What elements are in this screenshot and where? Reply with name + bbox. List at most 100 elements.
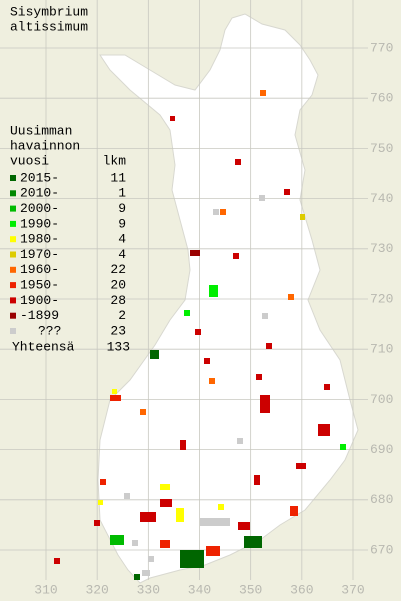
y-tick-label: 720 [370, 291, 393, 306]
marker [318, 424, 330, 436]
y-tick-label: 670 [370, 542, 393, 557]
legend-label: ??? [38, 323, 61, 338]
marker [260, 90, 266, 96]
marker [160, 499, 172, 507]
y-tick-label: 770 [370, 40, 393, 55]
legend-swatch [10, 312, 16, 319]
marker [134, 574, 140, 580]
marker [206, 546, 220, 556]
legend-heading: havainnon [10, 138, 80, 153]
marker [142, 570, 150, 576]
marker [94, 520, 100, 526]
legend-count: 9 [118, 201, 126, 216]
marker [98, 500, 103, 505]
marker [259, 195, 265, 201]
marker [160, 540, 170, 548]
legend-total-count: 133 [107, 340, 130, 355]
marker [340, 444, 346, 450]
marker [256, 374, 262, 380]
marker [110, 535, 124, 545]
marker [124, 493, 130, 499]
x-tick-label: 310 [34, 582, 57, 597]
y-tick-label: 680 [370, 492, 393, 507]
marker [140, 512, 156, 522]
x-tick-label: 360 [290, 582, 313, 597]
x-tick-label: 340 [188, 582, 211, 597]
marker [190, 250, 200, 256]
legend-total-label: Yhteensä [12, 340, 75, 355]
marker [233, 253, 239, 259]
marker [220, 209, 226, 215]
marker [266, 343, 272, 349]
marker [180, 440, 186, 450]
legend-count: 22 [110, 262, 126, 277]
legend-label: 1980- [20, 232, 59, 247]
marker [254, 475, 260, 485]
x-tick-label: 320 [85, 582, 108, 597]
y-tick-label: 730 [370, 241, 393, 256]
legend-label: 1960- [20, 262, 59, 277]
legend-swatch [10, 175, 16, 181]
x-tick-label: 350 [239, 582, 262, 597]
marker [184, 310, 190, 316]
y-tick-label: 700 [370, 392, 393, 407]
marker [262, 313, 268, 319]
legend-label: 1970- [20, 247, 59, 262]
y-tick-label: 750 [370, 141, 393, 156]
legend-heading: Uusimman [10, 123, 72, 138]
y-tick-label: 760 [370, 91, 393, 106]
marker [260, 395, 270, 413]
marker [296, 463, 306, 469]
marker [290, 506, 298, 516]
marker [110, 395, 121, 401]
y-tick-label: 710 [370, 342, 393, 357]
marker [209, 285, 218, 297]
legend-count: 4 [118, 247, 126, 262]
x-tick-label: 330 [137, 582, 160, 597]
y-tick-label: 740 [370, 191, 393, 206]
marker [180, 550, 204, 568]
marker [244, 536, 262, 548]
legend-count: 28 [110, 293, 126, 308]
legend-swatch [10, 297, 16, 304]
marker [150, 350, 159, 359]
legend-swatch [10, 205, 16, 212]
marker [132, 540, 138, 546]
marker [204, 358, 210, 364]
legend-label: 1900- [20, 293, 59, 308]
marker [195, 329, 201, 335]
legend-count: 23 [110, 323, 126, 338]
legend-swatch [10, 251, 16, 258]
title: altissimum [10, 19, 88, 34]
legend-swatch [10, 236, 16, 243]
legend-count: 1 [118, 186, 126, 201]
marker [209, 378, 215, 384]
legend-swatch [10, 328, 16, 334]
observation-markers [54, 90, 346, 580]
legend-label: 2010- [20, 186, 59, 201]
marker [176, 508, 184, 522]
marker [148, 556, 154, 562]
legend-label: 2000- [20, 201, 59, 216]
legend-label: -1899 [20, 308, 59, 323]
y-tick-label: 690 [370, 442, 393, 457]
marker [160, 484, 170, 490]
title: Sisymbrium [10, 4, 88, 19]
marker [170, 116, 175, 121]
marker [200, 518, 230, 526]
marker [100, 479, 106, 485]
marker [237, 438, 243, 444]
marker [218, 504, 224, 510]
marker [54, 558, 60, 564]
marker [288, 294, 294, 300]
marker [213, 209, 219, 215]
labels: Sisymbrium altissimum Uusimman havainnon… [10, 4, 393, 597]
legend-count: 9 [118, 216, 126, 231]
legend-count: 20 [110, 278, 126, 293]
legend-count: 11 [110, 170, 126, 185]
marker [238, 522, 250, 530]
legend-column: lkm [103, 153, 127, 168]
finland-outline [97, 13, 359, 584]
legend-count: 2 [118, 308, 126, 323]
